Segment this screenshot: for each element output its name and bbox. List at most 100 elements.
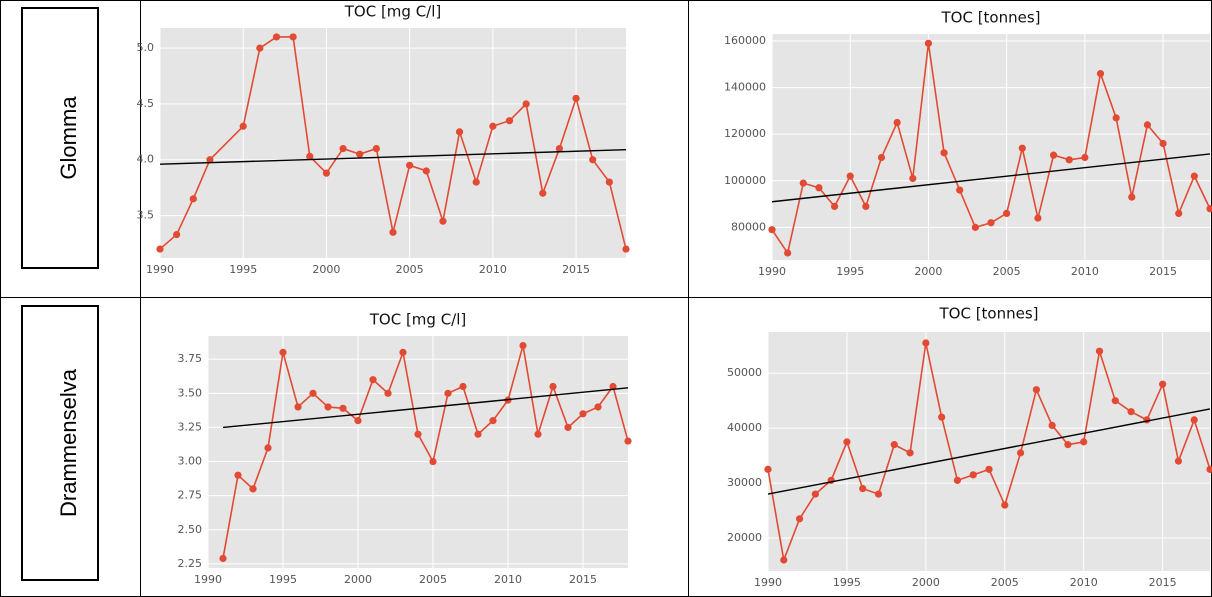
data-point	[1159, 380, 1167, 388]
x-tick-label: 1995	[836, 265, 864, 278]
data-point	[1127, 408, 1135, 416]
data-point	[309, 389, 317, 397]
data-point	[969, 471, 977, 479]
data-point	[289, 33, 297, 41]
chart-title: TOC [tonnes]	[940, 9, 1040, 27]
data-point	[206, 156, 214, 164]
data-point	[605, 178, 613, 186]
data-point	[1080, 438, 1088, 446]
y-tick-label: 120000	[724, 127, 766, 140]
y-tick-label: 80000	[731, 220, 766, 233]
x-tick-label: 2000	[914, 265, 942, 278]
data-point	[799, 179, 807, 187]
x-tick-label: 2005	[993, 265, 1021, 278]
x-tick-label: 1995	[269, 573, 297, 586]
x-tick-label: 1990	[758, 265, 786, 278]
data-point	[768, 226, 776, 234]
data-point	[339, 144, 347, 153]
y-tick-label: 2.75	[178, 489, 203, 502]
data-point	[985, 465, 993, 473]
data-point	[489, 417, 497, 425]
data-point	[862, 202, 870, 211]
data-point	[439, 217, 447, 225]
y-tick-label: 4.5	[137, 97, 155, 110]
data-point	[189, 195, 197, 203]
data-point	[474, 430, 482, 438]
data-point	[1206, 465, 1212, 473]
row-label: Drammenselva	[56, 368, 81, 517]
data-point	[1064, 441, 1072, 449]
y-tick-label: 160000	[724, 34, 766, 47]
data-point	[830, 202, 839, 211]
data-point	[1001, 501, 1009, 509]
x-tick-label: 2015	[1149, 265, 1177, 278]
x-tick-label: 1990	[146, 263, 174, 276]
data-point	[239, 122, 247, 130]
data-point	[893, 118, 901, 127]
data-point	[324, 403, 332, 411]
data-point	[294, 403, 302, 411]
x-tick-label: 2005	[991, 576, 1019, 589]
data-point	[1081, 153, 1089, 162]
data-point	[859, 484, 867, 493]
data-point	[522, 100, 530, 108]
data-point	[1206, 205, 1212, 213]
y-tick-label: 4.0	[137, 153, 155, 166]
data-point	[877, 153, 886, 162]
data-point	[1128, 193, 1136, 201]
data-point	[1003, 209, 1011, 218]
row-label: Glomma	[56, 96, 81, 180]
data-point	[534, 430, 542, 438]
data-point	[589, 156, 597, 164]
data-point	[572, 94, 580, 102]
data-point	[890, 441, 898, 449]
data-point	[339, 404, 347, 412]
data-point	[414, 430, 422, 438]
data-point	[938, 413, 946, 421]
y-tick-label: 30000	[727, 476, 762, 489]
data-point	[1049, 151, 1058, 159]
chart-title: TOC [mg C/l]	[344, 3, 442, 21]
data-point	[609, 382, 617, 391]
data-point	[784, 249, 792, 257]
data-point	[173, 230, 181, 239]
data-point	[264, 444, 272, 452]
data-point	[256, 44, 264, 52]
data-point	[369, 376, 377, 384]
y-tick-label: 100000	[724, 174, 766, 187]
data-point	[1095, 347, 1104, 355]
data-point	[987, 219, 995, 227]
x-tick-label: 2000	[312, 263, 340, 276]
y-tick-label: 2.50	[178, 523, 203, 536]
y-tick-label: 3.5	[137, 209, 155, 222]
data-point	[539, 189, 547, 197]
plot-area	[160, 28, 626, 258]
data-point	[1016, 449, 1025, 457]
data-point	[249, 485, 257, 493]
data-point	[1174, 457, 1183, 465]
x-tick-label: 2010	[479, 263, 507, 276]
data-point	[956, 186, 964, 194]
data-point	[764, 465, 772, 473]
data-point	[455, 128, 464, 136]
x-tick-label: 1990	[194, 573, 222, 586]
y-tick-label: 3.75	[178, 352, 203, 365]
y-tick-label: 3.50	[178, 386, 203, 399]
data-point	[1143, 121, 1152, 129]
data-point	[1175, 209, 1183, 218]
data-point	[356, 150, 364, 158]
data-point	[472, 178, 480, 186]
x-tick-label: 2000	[344, 573, 372, 586]
data-point	[909, 174, 917, 183]
x-tick-label: 2005	[396, 263, 424, 276]
trend-line	[767, 408, 1211, 495]
data-line	[159, 36, 627, 250]
data-point	[384, 389, 392, 397]
data-point	[815, 184, 823, 192]
data-point	[1048, 421, 1056, 430]
data-point	[555, 144, 564, 153]
data-point	[519, 341, 527, 350]
y-tick-label: 3.00	[178, 455, 203, 468]
data-point	[406, 161, 414, 169]
